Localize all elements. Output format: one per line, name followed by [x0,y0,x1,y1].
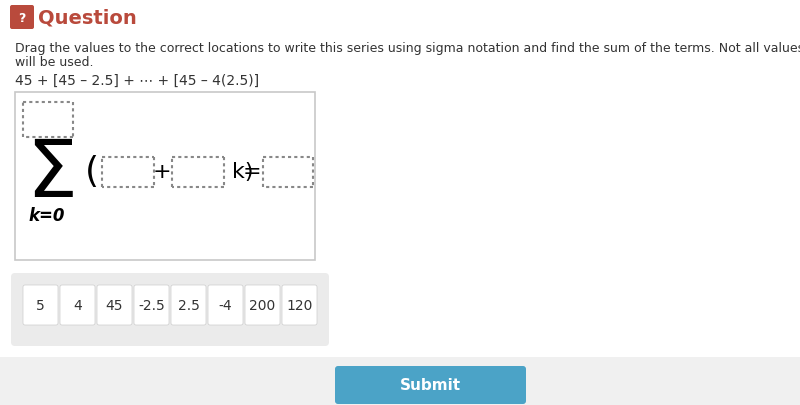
FancyBboxPatch shape [97,285,132,325]
Text: Drag the values to the correct locations to write this series using sigma notati: Drag the values to the correct locations… [15,42,800,55]
Text: Question: Question [38,9,137,28]
Text: -4: -4 [218,298,232,312]
FancyBboxPatch shape [10,6,34,30]
Text: 4: 4 [73,298,82,312]
Text: 5: 5 [36,298,45,312]
Text: 200: 200 [250,298,276,312]
Bar [0,357,800,405]
Text: +: + [153,162,171,181]
Text: will be used.: will be used. [15,56,94,69]
FancyBboxPatch shape [282,285,317,325]
Text: k=0: k=0 [28,207,65,224]
FancyBboxPatch shape [335,366,526,404]
Text: Submit: Submit [399,377,461,392]
FancyBboxPatch shape [134,285,169,325]
FancyBboxPatch shape [171,285,206,325]
Text: $\Sigma$: $\Sigma$ [26,136,74,213]
Text: 2.5: 2.5 [178,298,199,312]
Text: k): k) [232,162,254,181]
FancyBboxPatch shape [245,285,280,325]
Text: 120: 120 [286,298,313,312]
Text: ?: ? [18,11,26,24]
FancyBboxPatch shape [60,285,95,325]
Text: (: ( [85,155,99,189]
Text: 45: 45 [106,298,123,312]
FancyBboxPatch shape [23,285,58,325]
FancyBboxPatch shape [208,285,243,325]
FancyBboxPatch shape [15,93,315,260]
FancyBboxPatch shape [11,273,329,346]
Text: -2.5: -2.5 [138,298,165,312]
Text: 45 + [45 – 2.5] + ⋯ + [45 – 4(2.5)]: 45 + [45 – 2.5] + ⋯ + [45 – 4(2.5)] [15,74,259,88]
Text: =: = [242,162,262,181]
